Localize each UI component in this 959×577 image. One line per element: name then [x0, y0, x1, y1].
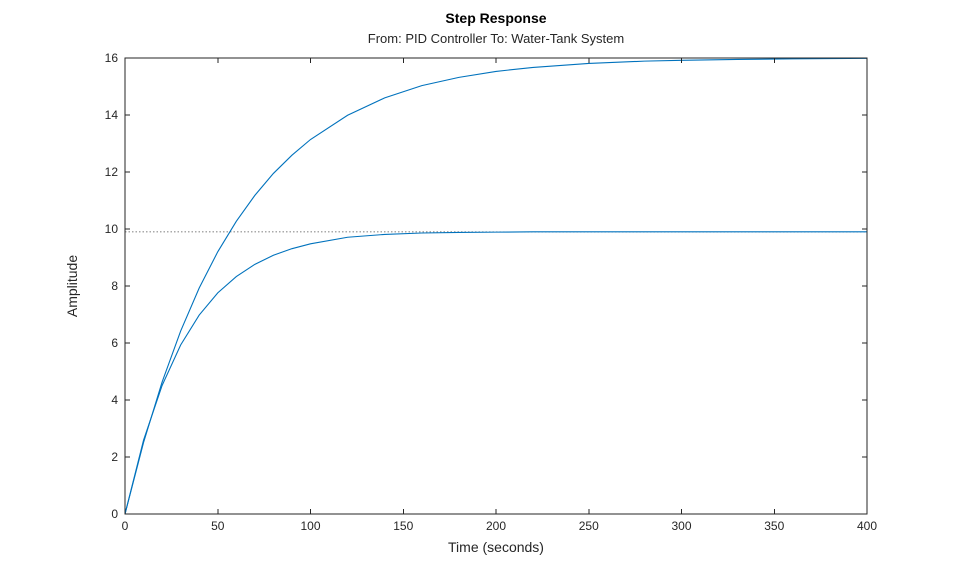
- y-tick-label: 2: [111, 450, 118, 464]
- x-tick-label: 400: [857, 519, 877, 533]
- x-tick-label: 350: [764, 519, 784, 533]
- plot-area-frame: [124, 57, 868, 515]
- y-tick-label: 8: [111, 279, 118, 293]
- x-tick-label: 150: [393, 519, 413, 533]
- chart-title: Step Response: [445, 10, 546, 26]
- y-tick-label: 16: [105, 51, 119, 65]
- chart-subtitle: From: PID Controller To: Water-Tank Syst…: [368, 31, 624, 46]
- y-tick-label: 6: [111, 336, 118, 350]
- y-tick-label: 10: [105, 222, 119, 236]
- series-line-1: [124, 231, 867, 515]
- x-tick-label: 250: [579, 519, 599, 533]
- x-tick-label: 100: [300, 519, 320, 533]
- x-axis-label: Time (seconds): [448, 539, 544, 555]
- x-tick-label: 0: [122, 519, 129, 533]
- series-lines: [124, 57, 868, 515]
- y-tick-label: 0: [111, 507, 118, 521]
- y-tick-label: 4: [111, 393, 118, 407]
- reference-lines: [125, 57, 867, 233]
- y-axis-label: Amplitude: [64, 255, 80, 317]
- y-tick-label: 14: [105, 108, 119, 122]
- series-line-0: [124, 57, 868, 515]
- x-axis-ticks: 0 50 100 150 200 250 300 350 400: [122, 58, 877, 533]
- y-tick-label: 12: [105, 165, 119, 179]
- x-tick-label: 200: [486, 519, 506, 533]
- x-tick-label: 300: [671, 519, 691, 533]
- x-tick-label: 50: [211, 519, 225, 533]
- y-axis-ticks: 0 2 4 6 8 10 12 14 16: [105, 51, 867, 521]
